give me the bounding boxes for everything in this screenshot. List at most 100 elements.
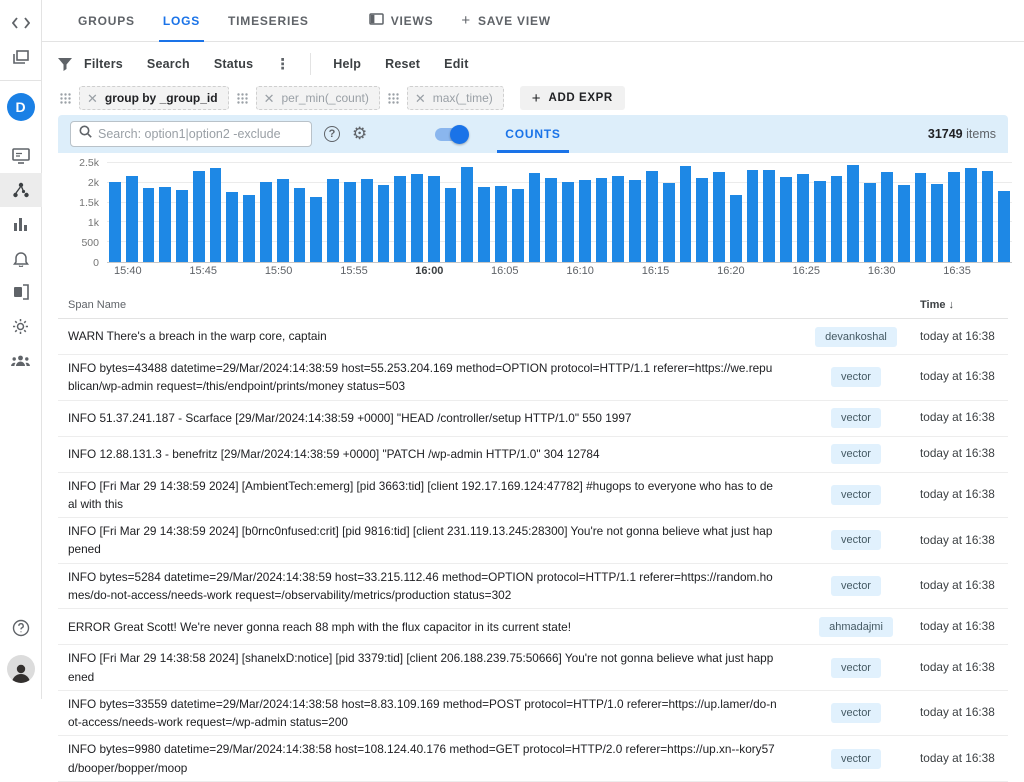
search-box[interactable] [70, 121, 312, 147]
help-button[interactable]: Help [321, 57, 373, 71]
search-menu-button[interactable]: Search [135, 57, 202, 71]
views-button[interactable]: VIEWS [369, 13, 434, 28]
histogram-bar[interactable] [243, 195, 255, 262]
histogram-bar[interactable] [982, 171, 994, 262]
source-tag-badge[interactable]: vector [831, 444, 881, 464]
histogram-bar[interactable] [680, 166, 692, 262]
table-row[interactable]: INFO bytes=5284 datetime=29/Mar/2024:14:… [58, 564, 1008, 610]
table-row[interactable]: INFO bytes=33559 datetime=29/Mar/2024:14… [58, 691, 1008, 737]
histogram-bar[interactable] [965, 168, 977, 262]
table-row[interactable]: INFO [Fri Mar 29 14:38:58 2024] [shanelx… [58, 645, 1008, 691]
histogram-bar[interactable] [596, 178, 608, 262]
workspace-avatar[interactable]: D [7, 93, 35, 121]
alerts-bell-icon[interactable] [0, 241, 42, 275]
histogram-bar[interactable] [881, 172, 893, 262]
source-tag-badge[interactable]: ahmadajmi [819, 617, 893, 637]
histogram-bar[interactable] [864, 183, 876, 262]
team-icon[interactable] [0, 343, 42, 377]
histogram-bar[interactable] [562, 182, 574, 262]
remove-chip-icon[interactable]: ✕ [415, 92, 426, 105]
table-row[interactable]: INFO bytes=9980 datetime=29/Mar/2024:14:… [58, 736, 1008, 782]
source-tag-badge[interactable]: vector [831, 485, 881, 505]
filter-funnel-icon[interactable] [58, 58, 72, 71]
histogram-bar[interactable] [663, 183, 675, 262]
histogram-bar[interactable] [579, 180, 591, 262]
table-row[interactable]: INFO 12.88.131.3 - benefritz [29/Mar/202… [58, 437, 1008, 473]
add-expr-button[interactable]: + ADD EXPR [520, 86, 625, 110]
settings-gear-icon[interactable] [0, 309, 42, 343]
table-row[interactable]: INFO [Fri Mar 29 14:38:59 2024] [b0rnc0n… [58, 518, 1008, 564]
histogram-bar[interactable] [310, 197, 322, 262]
histogram-bar[interactable] [428, 176, 440, 262]
histogram-bar[interactable] [226, 192, 238, 262]
source-tag-badge[interactable]: vector [831, 703, 881, 723]
histogram-bar[interactable] [327, 179, 339, 262]
counts-toggle[interactable] [435, 128, 465, 141]
histogram-bar[interactable] [747, 170, 759, 262]
histogram-bar[interactable] [378, 185, 390, 262]
counts-tab[interactable]: COUNTS [497, 115, 568, 153]
metrics-icon[interactable] [0, 207, 42, 241]
source-tag-badge[interactable]: vector [831, 530, 881, 550]
more-vert-icon[interactable]: ⋮ [265, 55, 300, 73]
histogram-bar[interactable] [411, 174, 423, 262]
tab-logs[interactable]: LOGS [149, 0, 214, 42]
histogram-bar[interactable] [193, 171, 205, 262]
expr-chip-group-by[interactable]: ✕ group by _group_id [79, 86, 229, 110]
reset-button[interactable]: Reset [373, 57, 432, 71]
save-view-button[interactable]: + SAVE VIEW [461, 12, 551, 29]
histogram-bar[interactable] [159, 187, 171, 262]
source-tag-badge[interactable]: vector [831, 658, 881, 678]
histogram-bar[interactable] [948, 172, 960, 262]
tab-groups[interactable]: GROUPS [64, 0, 149, 42]
histogram-bar[interactable] [780, 177, 792, 262]
histogram-bar[interactable] [143, 188, 155, 262]
histogram-bar[interactable] [344, 182, 356, 262]
histogram-bar[interactable] [831, 176, 843, 262]
histogram-bar[interactable] [629, 180, 641, 262]
expr-chip-max-time[interactable]: ✕ max(_time) [407, 86, 504, 110]
histogram-bar[interactable] [646, 171, 658, 262]
integrations-icon[interactable] [0, 275, 42, 309]
histogram-bar[interactable] [126, 176, 138, 262]
histogram-bar[interactable] [294, 188, 306, 262]
histogram-bar[interactable] [512, 189, 524, 262]
histogram-bar[interactable] [478, 187, 490, 262]
status-menu-button[interactable]: Status [202, 57, 265, 71]
histogram-bar[interactable] [495, 186, 507, 262]
windows-icon[interactable] [0, 40, 42, 74]
expr-chip-per-min[interactable]: ✕ per_min(_count) [256, 86, 380, 110]
histogram-bar[interactable] [797, 174, 809, 262]
table-row[interactable]: ERROR Great Scott! We're never gonna rea… [58, 609, 1008, 645]
sort-desc-icon[interactable]: ↓ [949, 299, 955, 311]
histogram-bar[interactable] [730, 195, 742, 262]
histogram-bar[interactable] [763, 170, 775, 262]
traces-icon[interactable] [0, 173, 42, 207]
histogram-bar[interactable] [210, 168, 222, 262]
histogram-bar[interactable] [176, 190, 188, 262]
histogram-bar[interactable] [361, 179, 373, 262]
help-icon[interactable] [0, 611, 42, 645]
histogram-bar[interactable] [814, 181, 826, 262]
search-settings-icon[interactable]: ⚙ [352, 124, 367, 144]
histogram-bar[interactable] [529, 173, 541, 262]
drag-handle-icon[interactable] [386, 93, 401, 104]
histogram-bar[interactable] [394, 176, 406, 262]
histogram-bar[interactable] [696, 178, 708, 262]
edit-button[interactable]: Edit [432, 57, 480, 71]
table-row[interactable]: WARN There's a breach in the warp core, … [58, 319, 1008, 355]
histogram-bar[interactable] [998, 191, 1010, 262]
search-input[interactable] [98, 127, 303, 141]
histogram-bar[interactable] [260, 182, 272, 262]
user-avatar[interactable] [7, 655, 35, 683]
histogram-bar[interactable] [445, 188, 457, 262]
dashboards-icon[interactable] [0, 139, 42, 173]
table-row[interactable]: INFO [Fri Mar 29 14:38:59 2024] [Ambient… [58, 473, 1008, 519]
remove-chip-icon[interactable]: ✕ [264, 92, 275, 105]
filters-button[interactable]: Filters [72, 57, 135, 71]
search-help-icon[interactable]: ? [324, 126, 340, 142]
drag-handle-icon[interactable] [58, 93, 73, 104]
histogram-bar[interactable] [545, 178, 557, 262]
histogram-bar[interactable] [612, 176, 624, 262]
table-row[interactable]: INFO bytes=43488 datetime=29/Mar/2024:14… [58, 355, 1008, 401]
